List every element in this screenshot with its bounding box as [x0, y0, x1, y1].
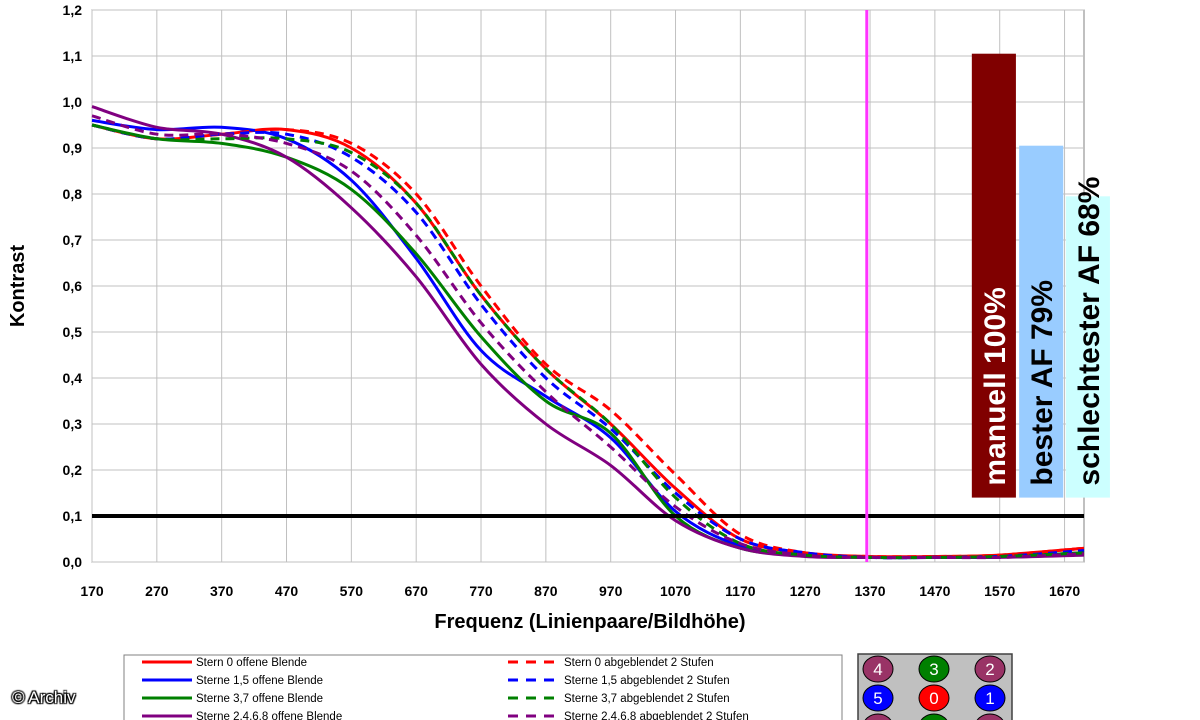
x-axis-title: Frequenz (Linienpaare/Bildhöhe) [434, 611, 745, 633]
x-tick-label: 970 [599, 583, 623, 599]
y-tick-label: 0,0 [63, 554, 83, 570]
star-marker-icon [974, 655, 1006, 683]
af-bar-label: bester AF 79% [1026, 280, 1059, 486]
af-bar-label: manuell 100% [979, 287, 1012, 485]
x-tick-label: 870 [534, 583, 558, 599]
y-tick-label: 1,2 [63, 2, 83, 18]
legend-label: Stern 0 abgeblendet 2 Stufen [564, 657, 714, 669]
legend-label: Sterne 1,5 offene Blende [196, 675, 323, 687]
star-marker-number: 2 [985, 660, 994, 679]
x-tick-label: 270 [145, 583, 169, 599]
legend-label: Sterne 1,5 abgeblendet 2 Stufen [564, 675, 730, 687]
y-tick-label: 1,0 [63, 94, 83, 110]
axis-ticks: 170 270 370 470 570 670 770 870 970 1070 1170 1270 1… [63, 2, 1081, 599]
y-tick-label: 0,3 [63, 416, 83, 432]
legend: Stern 0 offene Blende Sterne 1,5 offene B… [123, 654, 843, 720]
mtf-series [91, 105, 1085, 560]
y-tick-label: 1,1 [63, 48, 83, 64]
y-tick-label: 0,1 [63, 508, 83, 524]
series-line [91, 114, 1085, 560]
af-bar [1019, 145, 1064, 498]
x-tick-label: 570 [340, 583, 364, 599]
x-tick-label: 1170 [725, 583, 756, 599]
star-marker-icon [862, 684, 894, 712]
star-marker-number: 3 [929, 660, 938, 679]
star-marker-number: 5 [873, 689, 882, 708]
y-tick-label: 0,2 [63, 462, 83, 478]
legend-label: Sterne 3,7 abgeblendet 2 Stufen [564, 693, 730, 705]
af-bar [971, 53, 1016, 498]
legend-label: Stern 0 offene Blende [196, 657, 307, 669]
af-bar [1065, 196, 1110, 498]
star-marker-icon [920, 713, 948, 720]
x-tick-label: 1070 [660, 583, 691, 599]
copyright-credit: © Archiv [12, 688, 76, 707]
x-tick-label: 370 [210, 583, 234, 599]
star-marker-icon [976, 713, 1004, 720]
star-marker-icon [864, 713, 892, 720]
x-tick-label: 670 [405, 583, 429, 599]
star-marker-icon [918, 655, 950, 683]
af-bar-label: schlechtester AF 68% [1073, 177, 1106, 486]
star-marker-icon [918, 684, 950, 712]
x-tick-label: 1270 [790, 583, 821, 599]
plot-grid [91, 9, 1085, 563]
y-tick-label: 0,6 [63, 278, 83, 294]
star-marker-number: 0 [929, 689, 938, 708]
star-marker-number: 1 [985, 689, 994, 708]
x-tick-label: 770 [469, 583, 493, 599]
y-tick-label: 0,5 [63, 324, 83, 340]
x-tick-label: 170 [80, 583, 104, 599]
y-tick-label: 0,8 [63, 186, 83, 202]
star-marker-icon [974, 684, 1006, 712]
x-tick-label: 1370 [854, 583, 885, 599]
legend-label: Sterne 2,4,6,8 offene Blende [196, 711, 342, 720]
af-bars: manuell 100% bester AF 79% schlechtester A… [971, 53, 1110, 498]
x-tick-label: 470 [275, 583, 299, 599]
reference-lines [92, 10, 1084, 562]
star-marker-icon [862, 655, 894, 683]
x-tick-label: 1570 [984, 583, 1015, 599]
legend-label: Sterne 2,4,6,8 abgeblendet 2 Stufen [564, 711, 749, 720]
star-marker-number: 4 [873, 660, 882, 679]
y-tick-label: 0,7 [63, 232, 83, 248]
y-tick-label: 0,9 [63, 140, 83, 156]
legend-label: Sterne 3,7 offene Blende [196, 693, 323, 705]
x-tick-label: 1470 [919, 583, 950, 599]
star-position-key: 4 3 2 5 0 1 [857, 653, 1013, 720]
x-tick-label: 1670 [1049, 583, 1080, 599]
y-tick-label: 0,4 [63, 370, 83, 386]
y-axis-title: Kontrast [7, 245, 29, 328]
